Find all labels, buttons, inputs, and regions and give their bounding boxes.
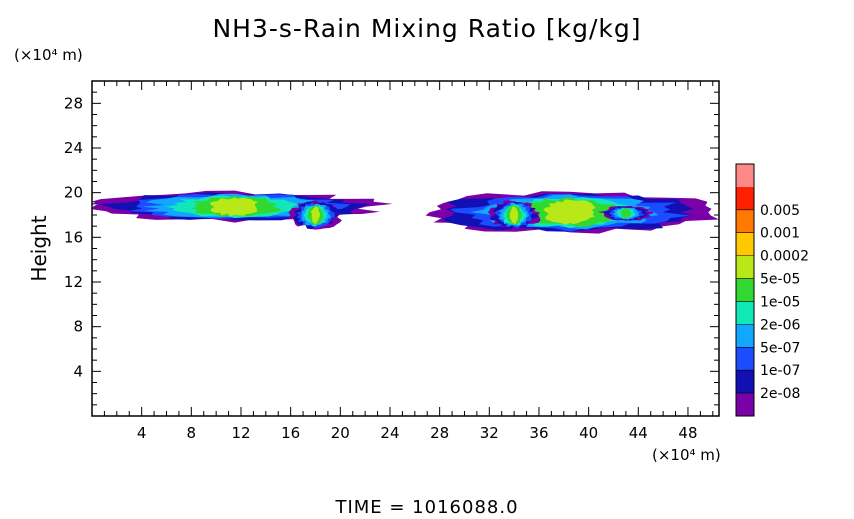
colorbar-swatch — [736, 393, 754, 416]
y-tick-label: 16 — [64, 228, 83, 246]
colorbar-label: 5e-07 — [760, 340, 800, 356]
colorbar-label: 1e-05 — [760, 294, 800, 310]
x-tick-label: 48 — [678, 424, 697, 442]
y-tick-label: 24 — [64, 139, 83, 157]
colorbar-swatch — [736, 164, 754, 187]
chart-title: NH3-s-Rain Mixing Ratio [kg/kg] — [212, 14, 642, 43]
x-tick-label: 4 — [137, 424, 147, 442]
colorbar-label: 2e-06 — [760, 317, 800, 333]
x-tick-label: 28 — [430, 424, 449, 442]
field-level-band — [210, 197, 259, 217]
colorbar-swatch — [736, 370, 754, 394]
x-axis-unit: (×10⁴ m) — [652, 446, 721, 464]
time-label: TIME = 1016088.0 — [335, 497, 519, 518]
colorbar-label: 0.005 — [760, 203, 800, 219]
field-level-band — [543, 199, 596, 225]
field-level-band — [311, 205, 320, 225]
x-tick-label: 24 — [380, 424, 399, 442]
x-tick-label: 8 — [187, 424, 197, 442]
mixing-ratio-field — [92, 190, 719, 234]
axis-ticks — [92, 81, 719, 416]
colorbar-swatch — [736, 301, 754, 325]
colorbar-swatch — [736, 232, 754, 256]
y-tick-label: 12 — [64, 273, 83, 291]
colorbar-label: 1e-07 — [760, 363, 800, 379]
colorbar-frame — [735, 163, 755, 417]
colorbar-swatch — [736, 347, 754, 371]
x-tick-label: 16 — [281, 424, 300, 442]
plot-frame — [91, 80, 720, 417]
colorbar-swatch — [736, 278, 754, 302]
x-tick-label: 44 — [629, 424, 648, 442]
field-level-band — [509, 205, 519, 225]
colorbar-swatch — [736, 324, 754, 348]
colorbar-swatch — [736, 255, 754, 279]
x-tick-label: 12 — [231, 424, 250, 442]
colorbar-swatch — [736, 186, 754, 210]
y-tick-label: 4 — [73, 362, 83, 380]
colorbar-swatch — [736, 209, 754, 233]
colorbar-label: 0.001 — [760, 226, 800, 242]
x-tick-label: 32 — [480, 424, 499, 442]
colorbar-label: 2e-08 — [760, 386, 800, 402]
colorbar-label: 0.0002 — [760, 249, 809, 265]
y-tick-label: 20 — [64, 184, 83, 202]
x-tick-label: 36 — [529, 424, 548, 442]
y-tick-label: 8 — [73, 318, 83, 336]
x-tick-label: 20 — [331, 424, 350, 442]
x-tick-label: 40 — [579, 424, 598, 442]
colorbar-label: 5e-05 — [760, 272, 800, 288]
colorbar: 2e-08 1e-07 5e-07 2e-06 1e-05 5e-05 0.0002 0.00… — [735, 163, 809, 417]
y-axis-unit: (×10⁴ m) — [14, 46, 83, 64]
y-axis-label: Height — [27, 215, 51, 281]
field-level-band — [620, 208, 632, 218]
y-tick-label: 28 — [64, 94, 83, 112]
